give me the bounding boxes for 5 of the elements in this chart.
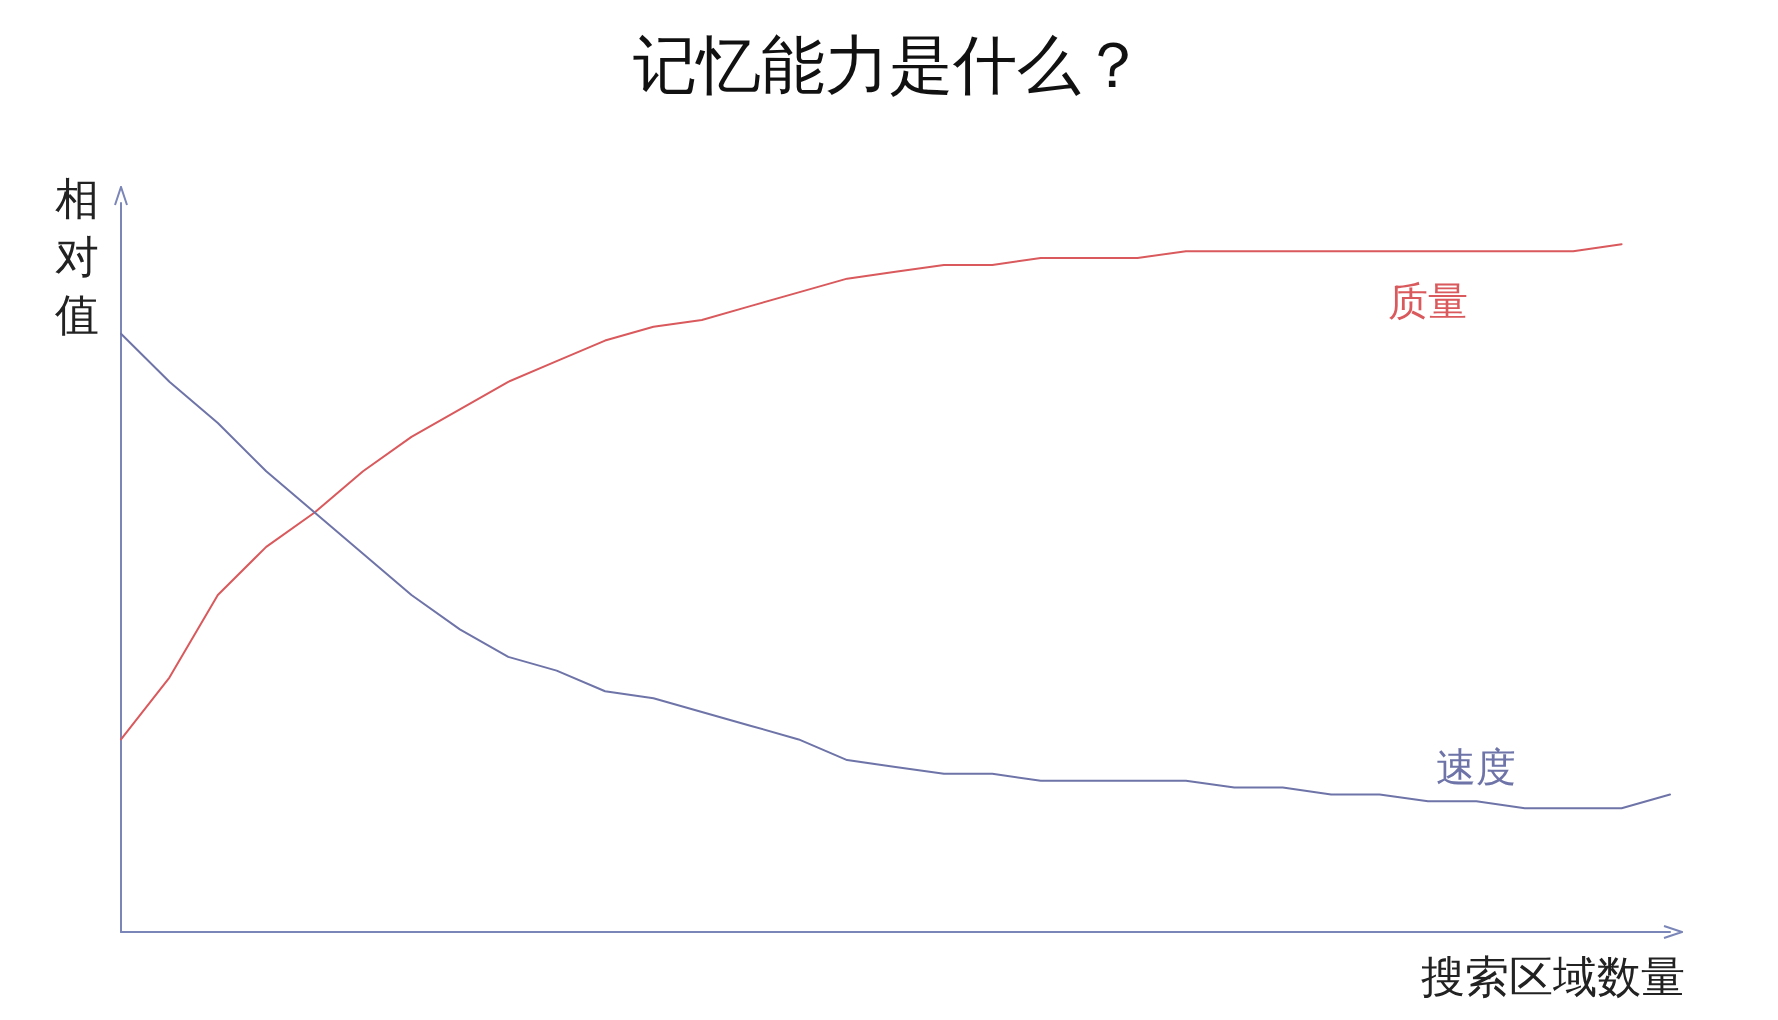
chart-title: 记忆能力是什么？ bbox=[633, 28, 1145, 102]
series-label: 质量 bbox=[1387, 278, 1468, 325]
y-axis-title: 相对值 bbox=[55, 172, 99, 340]
series-label: 速度 bbox=[1436, 744, 1517, 791]
x-axis-title: 搜索区域数量 bbox=[1421, 950, 1685, 1002]
